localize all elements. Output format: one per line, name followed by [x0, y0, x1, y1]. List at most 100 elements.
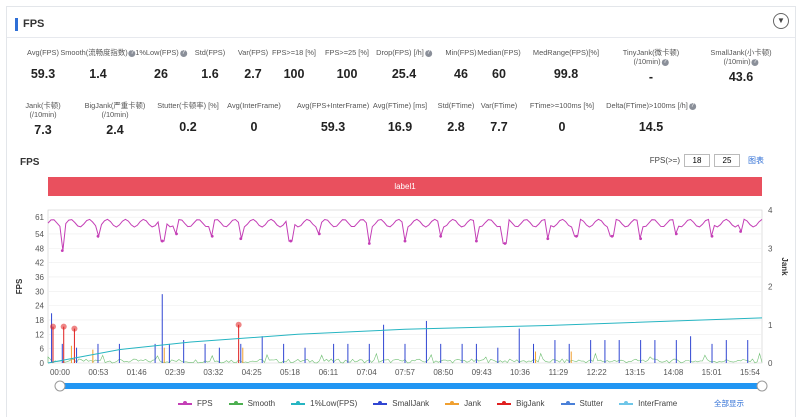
help-icon[interactable]: ?	[179, 49, 187, 57]
y-left-tick: 61	[35, 213, 44, 222]
help-icon[interactable]: ?	[128, 49, 136, 57]
help-icon[interactable]: ?	[751, 58, 759, 66]
metric-label: BigJank(严重卡顿)	[85, 101, 146, 110]
metric-label-sub: (/10min)	[85, 110, 146, 119]
fps-dip-point	[574, 234, 578, 238]
metric-label: Smooth(流畅度指数)?	[60, 48, 136, 57]
bigjank-point	[50, 323, 56, 330]
metric-r2-4: Avg(FPS+InterFrame) 59.3	[297, 101, 369, 134]
metric-label-text: Avg(FTime) [ms]	[372, 101, 428, 110]
y-right-tick: 2	[768, 283, 773, 292]
chart-apply-button[interactable]: 图表	[748, 156, 764, 165]
metric-label: Min(FPS)	[445, 48, 476, 57]
panel-title: FPS	[23, 18, 45, 30]
metric-value: 25.4	[391, 67, 417, 81]
metric-r1-12: SmallJank(小卡顿) (/10min)? 43.6	[710, 48, 771, 84]
metric-label-text: Min(FPS)	[445, 48, 477, 57]
legend-item[interactable]: SmallJank	[373, 399, 429, 408]
metric-r1-11: TinyJank(微卡顿) (/10min)? -	[623, 48, 679, 84]
legend-item[interactable]: 1%Low(FPS)	[291, 399, 357, 408]
metric-label: Stutter(卡顿率) [%]	[157, 101, 219, 110]
metric-label-text: Median(FPS)	[477, 48, 521, 57]
metric-label-text: Std(FPS)	[194, 48, 226, 57]
fps-dip-point	[210, 234, 214, 238]
x-tick: 12:22	[587, 368, 608, 377]
legend-label: InterFrame	[638, 399, 678, 408]
metric-r2-1: BigJank(严重卡顿) (/10min) 2.4	[85, 101, 146, 137]
show-all-link[interactable]: 全部显示	[714, 399, 744, 408]
fps-threshold-max-input[interactable]	[714, 154, 740, 167]
y-right-tick: 3	[768, 244, 773, 253]
zoom-slider-handle-right	[756, 380, 768, 392]
metric-r2-0: Jank(卡顿) (/10min) 7.3	[25, 101, 60, 137]
metric-label-text: Avg(FPS+InterFrame)	[296, 101, 370, 110]
fps-dip-point	[239, 237, 243, 241]
label-band[interactable]: label1	[48, 177, 762, 196]
fps-dip-point	[289, 239, 293, 243]
legend-item[interactable]: FPS	[178, 399, 213, 408]
legend-item[interactable]: Stutter	[560, 399, 603, 408]
chevron-down-icon[interactable]: ▼	[773, 13, 789, 29]
metric-value: 7.7	[490, 120, 508, 134]
y-right-tick: 1	[768, 321, 773, 330]
legend-label: BigJank	[516, 399, 545, 408]
metric-label: TinyJank(微卡顿)	[623, 48, 679, 57]
metric-label: Var(FPS)	[238, 48, 268, 57]
metric-label-text: Avg(FPS)	[27, 48, 59, 57]
legend-item[interactable]: Jank	[445, 399, 481, 408]
y-right-label: Jank	[780, 257, 789, 276]
metric-r1-2: 1%Low(FPS)? 26	[135, 48, 187, 81]
metric-label-text: FTime>=100ms [%]	[529, 101, 595, 110]
x-tick: 00:00	[50, 368, 71, 377]
metric-label: MedRange(FPS)[%]	[533, 48, 599, 57]
legend-item[interactable]: BigJank	[497, 399, 545, 408]
metric-value: 1.4	[89, 67, 107, 81]
help-icon[interactable]: ?	[688, 102, 696, 110]
fps-dip-point	[367, 242, 371, 245]
legend-swatch	[228, 400, 243, 405]
x-tick: 10:36	[510, 368, 531, 377]
metric-label-text: FPS>=25 [%]	[325, 48, 369, 57]
metric-label-text: Jank(卡顿)	[25, 101, 61, 110]
y-left-tick: 24	[35, 302, 44, 311]
metric-value: 2.8	[447, 120, 465, 134]
x-tick: 05:18	[280, 368, 301, 377]
metric-r2-6: Std(FTime) 2.8	[438, 101, 475, 134]
help-icon[interactable]: ?	[661, 58, 669, 66]
fps-series	[47, 218, 763, 251]
metric-label-text: Drop(FPS) [/h]	[376, 48, 424, 57]
metric-label-text: BigJank(严重卡顿)	[84, 101, 146, 110]
metric-value: 26	[154, 67, 168, 81]
y-left-tick: 18	[35, 316, 44, 325]
x-tick: 09:43	[472, 368, 493, 377]
metric-r2-7: Var(FTime) 7.7	[481, 101, 518, 134]
metric-label: Avg(InterFrame)	[227, 101, 281, 110]
metric-r2-8: FTime>=100ms [%] 0	[530, 101, 594, 134]
y-left-tick: 6	[40, 345, 45, 354]
x-tick: 00:53	[88, 368, 109, 377]
fps-dip-point	[317, 232, 321, 236]
legend-item[interactable]: Smooth	[228, 399, 275, 408]
help-icon[interactable]: ?	[424, 49, 432, 57]
y-left-tick: 48	[35, 244, 44, 253]
metric-label: Delta(FTime)>100ms [/h]?	[606, 101, 696, 110]
header-accent-bar	[15, 17, 18, 31]
metric-value: 59.3	[320, 120, 346, 134]
x-tick: 03:32	[203, 368, 224, 377]
metric-label-text: Delta(FTime)>100ms [/h]	[606, 101, 688, 110]
x-tick: 11:29	[549, 368, 569, 377]
fps-dip-point	[610, 234, 614, 238]
fps-threshold-min-input[interactable]	[684, 154, 710, 167]
x-tick: 15:01	[702, 368, 723, 377]
legend-label: SmallJank	[392, 399, 430, 408]
legend-label: Jank	[464, 399, 482, 408]
fps-dip-point	[639, 237, 643, 241]
y-left-tick: 0	[40, 359, 45, 368]
metric-label: 1%Low(FPS)?	[135, 48, 187, 57]
legend-item[interactable]: InterFrame	[619, 399, 677, 408]
metric-label: Var(FTime)	[481, 101, 518, 110]
metric-label: Drop(FPS) [/h]?	[376, 48, 432, 57]
metric-label-sub: (/10min)?	[623, 57, 679, 66]
metric-r1-9: Median(FPS) 60	[477, 48, 521, 81]
metric-label-text: Var(FPS)	[237, 48, 269, 57]
